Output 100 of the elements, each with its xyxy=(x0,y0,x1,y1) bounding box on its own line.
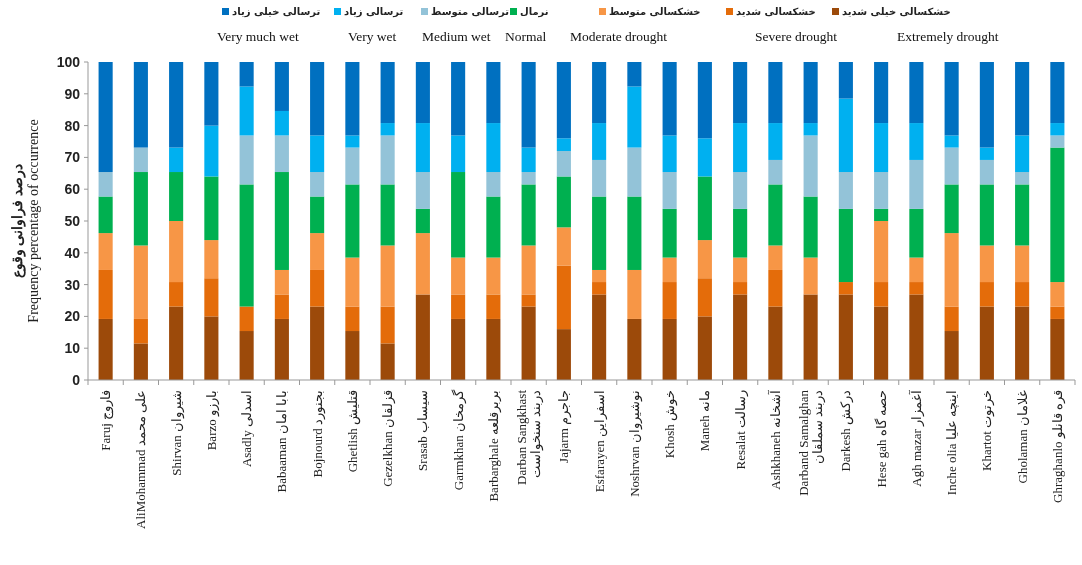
bar xyxy=(380,184,395,246)
x-tick-label: Khartot خرتوت xyxy=(979,390,996,471)
bar xyxy=(521,147,536,173)
bar xyxy=(521,294,536,307)
bar xyxy=(627,86,642,148)
bar xyxy=(98,62,113,173)
bar xyxy=(521,184,536,246)
bar xyxy=(733,208,748,258)
bar xyxy=(733,172,748,209)
bar xyxy=(169,282,184,307)
bar xyxy=(944,147,959,185)
bar xyxy=(274,110,289,136)
bar xyxy=(662,318,677,380)
text: Normal xyxy=(505,29,547,44)
bar xyxy=(169,306,184,380)
bar xyxy=(521,172,536,185)
bar xyxy=(451,172,466,258)
x-tick-label: Hese gah حصه گاه xyxy=(873,390,889,488)
bar xyxy=(521,306,536,380)
bar xyxy=(874,62,889,124)
bar xyxy=(239,306,254,332)
bar xyxy=(1015,184,1030,246)
bar xyxy=(979,282,994,307)
bar xyxy=(979,184,994,246)
bar xyxy=(1050,123,1065,136)
bar xyxy=(874,282,889,307)
text: Moderate drought xyxy=(570,29,668,44)
bar xyxy=(662,62,677,136)
bar xyxy=(556,176,571,228)
x-tick-label: Inche olia اینچه علیا xyxy=(944,390,960,496)
bar xyxy=(451,257,466,295)
bar xyxy=(556,62,571,139)
bar xyxy=(592,269,607,283)
bar xyxy=(874,306,889,380)
bar xyxy=(415,233,430,295)
bar xyxy=(380,245,395,307)
y-tick-label: 20 xyxy=(64,308,81,325)
bar xyxy=(486,62,501,124)
bar xyxy=(310,306,325,380)
bar xyxy=(133,343,148,380)
bar xyxy=(909,282,924,295)
bar xyxy=(592,123,607,160)
bar xyxy=(204,62,219,126)
bar xyxy=(1015,172,1030,185)
bar xyxy=(944,184,959,234)
x-tick-label: Babaaman بابا امان xyxy=(274,390,290,493)
bar xyxy=(486,196,501,258)
y-tick-label: 70 xyxy=(64,149,81,166)
bar xyxy=(662,257,677,283)
x-tick-label: Barbarghale بربرقلعه xyxy=(485,390,502,502)
bar xyxy=(803,294,818,380)
bar xyxy=(944,331,959,380)
bar xyxy=(874,221,889,283)
bar xyxy=(768,245,783,270)
y-tick-label: 10 xyxy=(64,340,81,357)
bar xyxy=(556,329,571,380)
bar xyxy=(662,135,677,173)
bar xyxy=(239,331,254,380)
bar xyxy=(944,135,959,148)
bar xyxy=(415,294,430,380)
bar xyxy=(592,196,607,270)
bar xyxy=(98,318,113,380)
bar xyxy=(1050,147,1065,283)
bar xyxy=(380,306,395,344)
bar xyxy=(592,282,607,295)
bar xyxy=(169,172,184,221)
bar xyxy=(803,123,818,136)
bar xyxy=(768,306,783,380)
bar xyxy=(98,172,113,197)
x-tick-label: Jajarm جاجرم xyxy=(556,390,573,463)
bar xyxy=(1050,306,1065,319)
bar xyxy=(556,227,571,266)
legend-label: ترسالی خیلی زیاد xyxy=(232,6,321,18)
bar xyxy=(415,208,430,234)
bar xyxy=(1015,306,1030,380)
bar xyxy=(733,294,748,380)
bar xyxy=(380,135,395,185)
bar xyxy=(204,125,219,177)
bar xyxy=(133,62,148,148)
bar xyxy=(627,196,642,270)
x-tick-label: AliMohammad علی محمد xyxy=(133,390,149,529)
x-tick-label: Bojnourd بجنورد xyxy=(309,390,326,478)
bar xyxy=(697,316,712,380)
bar xyxy=(521,245,536,295)
bar xyxy=(133,147,148,173)
bar xyxy=(345,257,360,307)
y-tick-label: 60 xyxy=(64,181,81,198)
bar xyxy=(909,257,924,283)
bar xyxy=(345,147,360,185)
text: Very much wet xyxy=(217,29,299,44)
bar xyxy=(838,98,853,173)
text: Very wet xyxy=(348,29,397,44)
bar xyxy=(274,62,289,111)
x-tick-label: Resalat رسالت xyxy=(732,390,749,470)
x-tick-label: Ghraghanlo قره قانلو xyxy=(1049,390,1066,503)
bar xyxy=(486,123,501,173)
bar xyxy=(556,138,571,152)
bar xyxy=(310,135,325,173)
bar xyxy=(909,159,924,209)
bar xyxy=(803,135,818,197)
